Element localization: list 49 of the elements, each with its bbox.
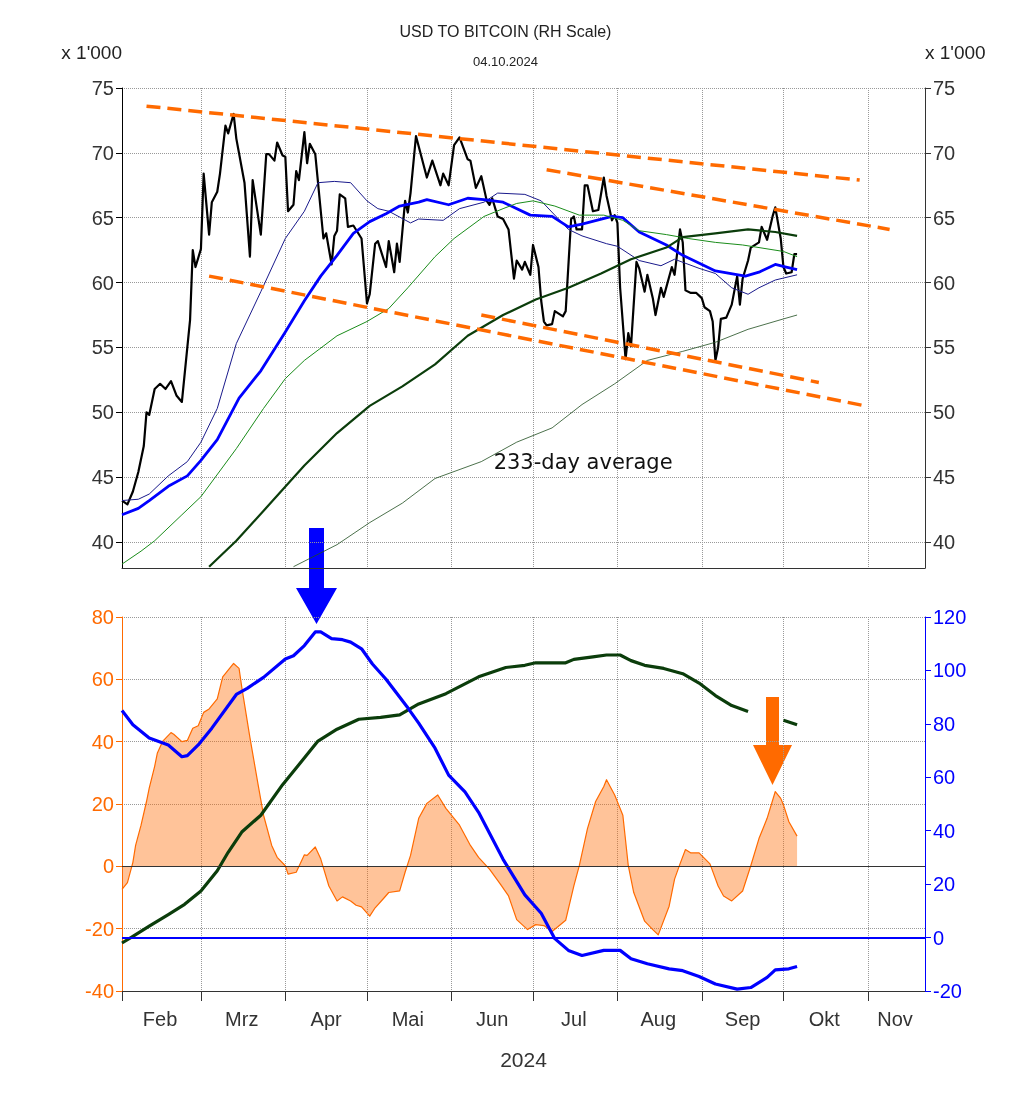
y2-tick-label: 60 (933, 271, 956, 294)
x-tick-label: Feb (142, 1008, 178, 1030)
chart-subtitle: 04.10.2024 (472, 54, 539, 69)
y2-tick-label: -20 (933, 980, 962, 1002)
x-tick-label: Apr (310, 1008, 343, 1030)
y-tick-label: 45 (91, 466, 114, 489)
x-tick-label: Sep (724, 1008, 761, 1030)
y2-tick-label: 80 (933, 712, 956, 735)
x-tick-label: Aug (640, 1008, 677, 1030)
y-tick-label: 65 (91, 206, 114, 229)
y-tick-label: 60 (91, 668, 114, 691)
y2-tick-label: 40 (933, 819, 956, 842)
line-series (208, 228, 799, 568)
y2-tick-label: 45 (933, 466, 956, 489)
y2-tick-label: 60 (933, 766, 956, 789)
y-tick-label: 50 (91, 401, 114, 424)
annotation: 233-day average (493, 450, 673, 475)
x-axis-title: 2024 (500, 1048, 548, 1071)
y2-tick-label: 65 (933, 206, 956, 229)
y-tick-label: -20 (85, 917, 114, 940)
y-tick-label: 0 (102, 855, 114, 878)
y-tick-label: 55 (91, 336, 114, 359)
y2-axis-title: x 1'000 (925, 42, 986, 63)
y-axis-title: x 1'000 (61, 42, 122, 63)
y-tick-label: 75 (91, 77, 114, 99)
x-tick-label: Jun (476, 1008, 509, 1030)
x-tick-label: Nov (877, 1008, 913, 1030)
x-tick-label: Okt (808, 1008, 841, 1030)
y2-tick-label: 55 (933, 336, 956, 359)
x-tick-label: Jul (561, 1008, 587, 1030)
y2-tick-label: 100 (933, 659, 967, 682)
chart-title: USD TO BITCOIN (RH Scale) (399, 22, 612, 40)
y-tick-label: 40 (91, 531, 114, 554)
y2-tick-label: 0 (933, 926, 945, 949)
y-tick-label: 80 (91, 606, 114, 628)
y2-tick-label: 120 (933, 606, 967, 628)
y2-tick-label: 20 (933, 873, 956, 896)
y-tick-label: 20 (91, 793, 114, 815)
y-tick-label: -40 (85, 980, 114, 1002)
x-tick-label: Mai (391, 1008, 424, 1030)
x-tick-label: Mrz (225, 1008, 259, 1030)
y2-tick-label: 50 (933, 401, 956, 424)
y2-tick-label: 70 (933, 141, 956, 164)
y2-tick-label: 75 (933, 77, 956, 99)
y-tick-label: 70 (91, 141, 114, 164)
line-series (293, 314, 798, 568)
y2-tick-label: 40 (933, 531, 956, 554)
y-tick-label: 40 (91, 730, 114, 753)
y-tick-label: 60 (91, 271, 114, 294)
